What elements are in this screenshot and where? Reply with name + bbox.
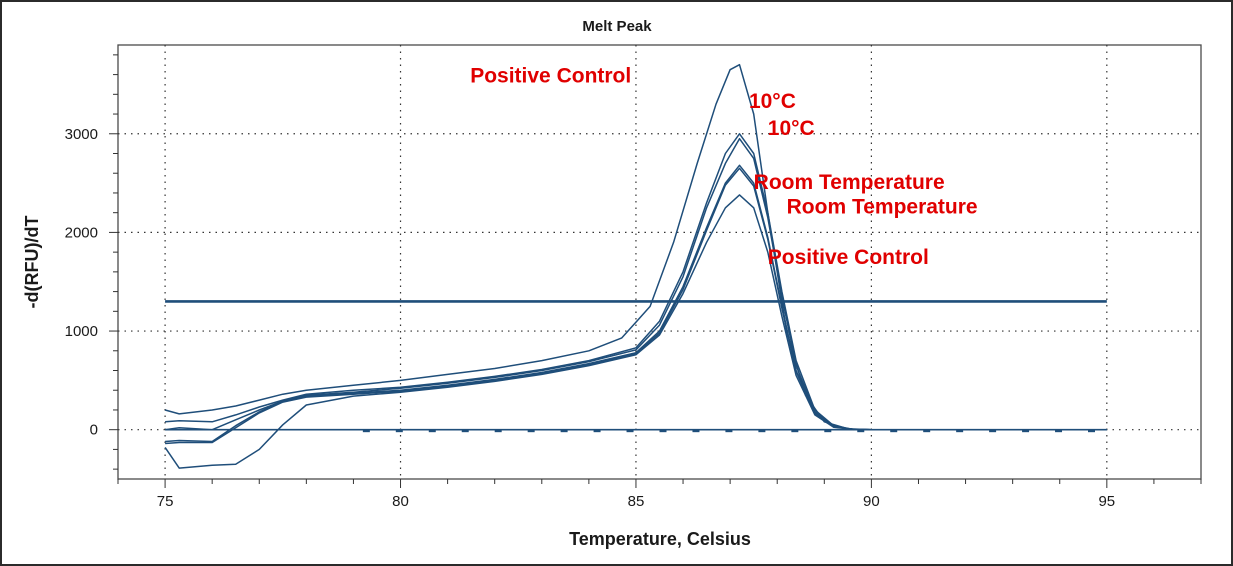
annotation-label: Positive Control — [470, 64, 631, 87]
series-line-6 — [164, 194, 1107, 469]
y-tick-label: 2000 — [65, 224, 98, 241]
y-tick-label: 3000 — [65, 126, 98, 143]
x-tick-label: 80 — [392, 493, 409, 510]
plot-border — [117, 44, 1202, 480]
annotation-label: Positive Control — [768, 246, 929, 269]
annotation-label: 10°C — [768, 117, 815, 140]
y-tick-label: 0 — [90, 422, 98, 439]
series-line-2 — [165, 133, 1107, 431]
x-tick-label: 95 — [1098, 493, 1115, 510]
chart-title: Melt Peak — [582, 18, 652, 35]
annotation-label: 10°C — [749, 90, 796, 113]
x-tick-label: 75 — [157, 493, 174, 510]
annotation-label: Room Temperature — [787, 196, 978, 219]
annotation-label: Room Temperature — [754, 171, 945, 194]
y-axis-label: -d(RFU)/dT — [22, 216, 42, 309]
y-tick-label: 1000 — [65, 323, 98, 340]
plot-area: 75 80 85 90 95 0 1000 2000 3000 Positive Control 1… — [65, 44, 1202, 510]
x-tick-label: 85 — [628, 493, 645, 510]
x-tick-label: 90 — [863, 493, 880, 510]
x-axis-label: Temperature, Celsius — [569, 529, 751, 549]
